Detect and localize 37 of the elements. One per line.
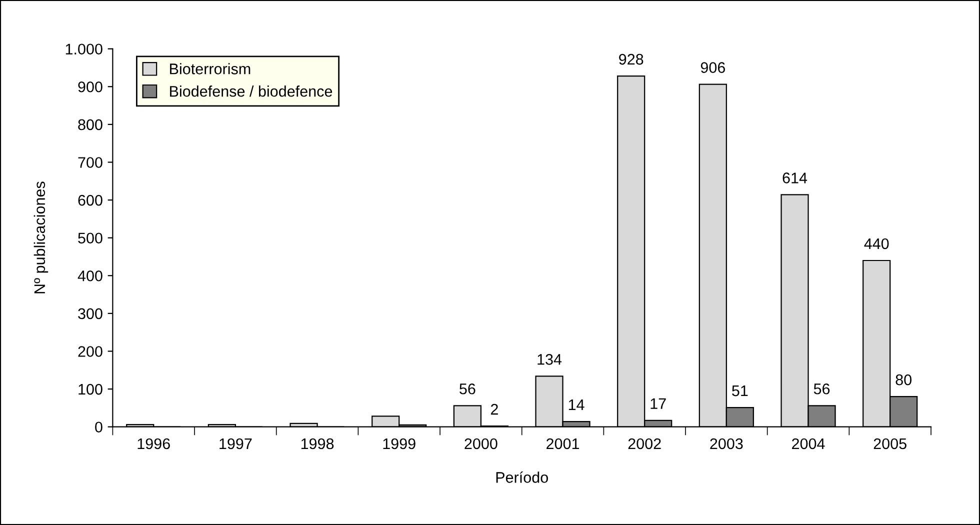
y-tick-label: 200 — [78, 346, 102, 357]
y-tick-label: 700 — [78, 157, 102, 168]
data-label: 906 — [700, 62, 725, 74]
x-tick-label: 1999 — [383, 438, 416, 450]
data-label: 440 — [864, 238, 889, 250]
x-tick-label: 1997 — [220, 438, 252, 450]
y-tick-label: 0 — [95, 422, 102, 433]
y-tick-label: 1.000 — [66, 44, 102, 55]
x-tick-label: 2002 — [628, 438, 661, 450]
x-tick-label: 1996 — [138, 438, 170, 450]
x-tick-label: 2003 — [710, 438, 743, 450]
data-label: 80 — [896, 374, 912, 386]
y-tick-label: 400 — [78, 270, 102, 282]
y-tick-label: 300 — [78, 308, 102, 320]
x-tick-label: 2001 — [546, 438, 580, 450]
y-tick-label: 800 — [78, 119, 102, 130]
x-tick-label: 1998 — [301, 438, 334, 450]
legend-label: Bioterrorism — [170, 63, 250, 74]
data-label: 2 — [490, 404, 498, 415]
x-axis-title: Período — [496, 471, 548, 483]
data-label: 614 — [782, 172, 808, 184]
data-label: 928 — [619, 54, 644, 65]
data-label: 14 — [568, 400, 584, 410]
x-tick-label: 2004 — [792, 438, 825, 450]
data-label: 134 — [538, 354, 562, 365]
data-label: 51 — [732, 386, 748, 396]
data-label: 56 — [460, 383, 476, 394]
data-label: 56 — [814, 383, 830, 394]
legend-label: Biodefense / biodefence — [170, 86, 332, 97]
y-tick-label: 100 — [78, 384, 102, 395]
y-tick-label: 500 — [78, 232, 102, 244]
y-axis-title: Nº publicaciones — [34, 182, 48, 294]
y-tick-label: 600 — [78, 194, 102, 206]
y-tick-label: 900 — [78, 81, 102, 92]
data-label: 17 — [650, 398, 666, 409]
x-tick-label: 2000 — [464, 438, 498, 450]
x-tick-label: 2005 — [874, 438, 906, 450]
